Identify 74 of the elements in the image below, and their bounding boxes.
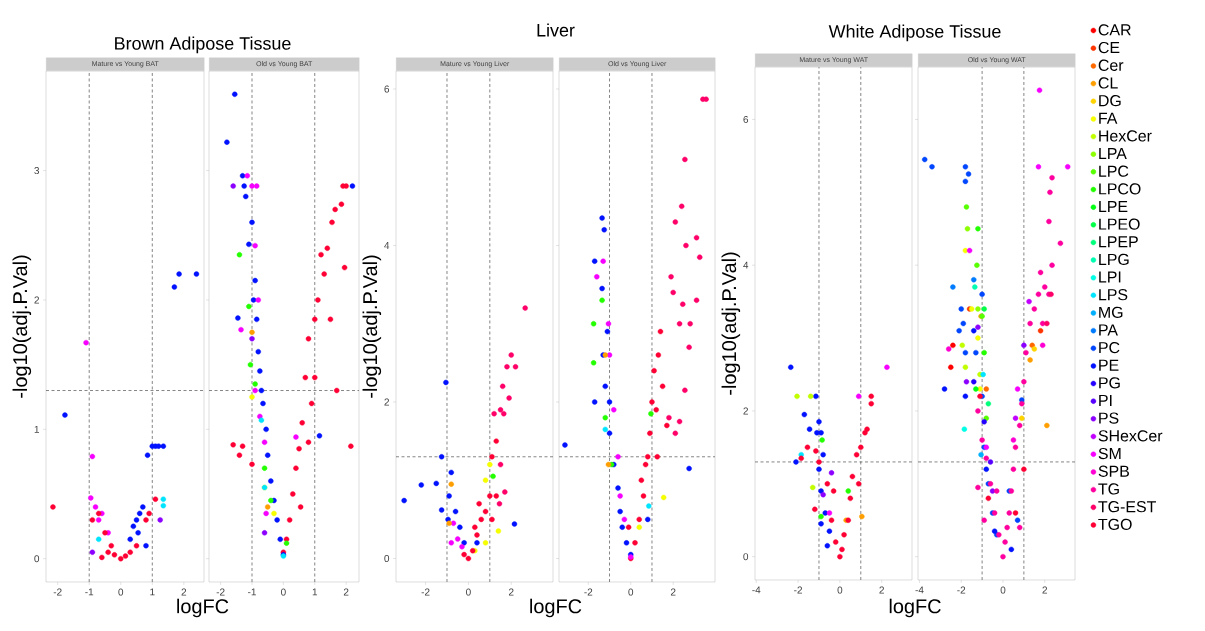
- legend-label: LPC: [1099, 165, 1129, 177]
- x-axis-title: logFC: [889, 598, 941, 618]
- legend-label: LPA: [1099, 147, 1127, 159]
- y-tick-label: 4: [384, 242, 390, 249]
- x-tick-label: 2: [181, 588, 187, 596]
- x-tick-label: -2: [421, 588, 430, 596]
- legend-label: LPG: [1099, 253, 1129, 266]
- legend-label: HexCer: [1099, 130, 1152, 142]
- x-tick-label: -4: [752, 586, 761, 594]
- x-tick-label: 2: [508, 588, 514, 596]
- legend-label: CE: [1098, 41, 1120, 54]
- x-tick-label: 0: [466, 588, 471, 596]
- legend-label: MG: [1099, 306, 1123, 318]
- y-tick-label: 6: [743, 115, 749, 123]
- legend-label: SPB: [1098, 465, 1129, 477]
- y-tick-label: 0: [34, 555, 40, 563]
- legend-label: LPEO: [1099, 218, 1140, 230]
- legend-label: PA: [1099, 324, 1118, 336]
- legend-label: PC: [1099, 341, 1120, 354]
- x-axis-title: logFC: [177, 598, 229, 618]
- x-tick-label: 2: [1042, 586, 1048, 594]
- legend-label: PG: [1099, 377, 1120, 389]
- x-tick-label: -1: [85, 588, 94, 596]
- x-tick-label: 0: [118, 588, 124, 596]
- y-tick-label: 2: [743, 407, 748, 415]
- x-tick-label: 0: [837, 586, 843, 594]
- y-tick-label: 2: [34, 296, 39, 304]
- x-tick-label: -2: [216, 588, 225, 596]
- chart-title: Brown Adipose Tissue: [115, 36, 291, 54]
- legend-label: LPS: [1099, 289, 1128, 301]
- y-axis-title: -log10(adj.P.Val): [12, 255, 32, 398]
- y-tick-label: 1: [34, 425, 40, 433]
- y-tick-label: 2: [384, 398, 389, 406]
- x-tick-label: 0: [281, 588, 286, 596]
- legend-label: TG: [1098, 483, 1119, 495]
- legend-label: LPE: [1099, 200, 1128, 212]
- legend-label: LPEP: [1099, 236, 1138, 248]
- x-tick-label: 1: [150, 588, 155, 596]
- legend-label: Cer: [1098, 59, 1124, 71]
- x-tick-label: 2: [670, 588, 676, 596]
- legend-label: SM: [1098, 447, 1121, 460]
- chart-title: Liver: [537, 23, 575, 37]
- x-tick-label: 1: [312, 588, 318, 596]
- x-tick-label: 0: [1000, 586, 1006, 594]
- y-tick-label: 6: [384, 85, 390, 93]
- legend-label: PE: [1099, 359, 1119, 371]
- x-tick-label: 2: [343, 588, 349, 596]
- legend-label: PS: [1099, 412, 1119, 424]
- x-tick-label: -2: [584, 588, 593, 596]
- legend-label: TG-EST: [1098, 501, 1156, 513]
- x-tick-label: 0: [628, 588, 634, 596]
- x-tick-label: -1: [248, 588, 256, 596]
- y-tick-label: 0: [743, 553, 749, 561]
- x-tick-label: -4: [915, 586, 924, 594]
- y-axis-title: -log10(adj.P.Val): [362, 255, 382, 398]
- legend-label: FA: [1099, 112, 1118, 124]
- x-axis-title: logFC: [530, 598, 582, 618]
- legend-label: SHexCer: [1098, 430, 1163, 442]
- x-tick-label: -2: [794, 586, 803, 594]
- x-tick-label: 2: [879, 586, 884, 594]
- chart-title: White Adipose Tissue: [828, 24, 1001, 42]
- legend-label: CL: [1098, 77, 1118, 89]
- x-tick-label: -2: [957, 586, 966, 594]
- legend-label: CAR: [1098, 24, 1131, 36]
- y-axis-title: -log10(adj.P.Val): [721, 252, 741, 395]
- legend-label: LPCO: [1099, 183, 1141, 195]
- y-tick-label: 3: [34, 167, 40, 175]
- legend-label: LPI: [1099, 271, 1121, 283]
- legend-label: DG: [1099, 95, 1121, 107]
- legend-label: TGO: [1098, 518, 1132, 531]
- x-tick-label: -2: [53, 588, 62, 596]
- legend-label: PI: [1099, 394, 1112, 406]
- y-tick-label: 0: [384, 554, 390, 563]
- y-tick-label: 4: [743, 261, 749, 269]
